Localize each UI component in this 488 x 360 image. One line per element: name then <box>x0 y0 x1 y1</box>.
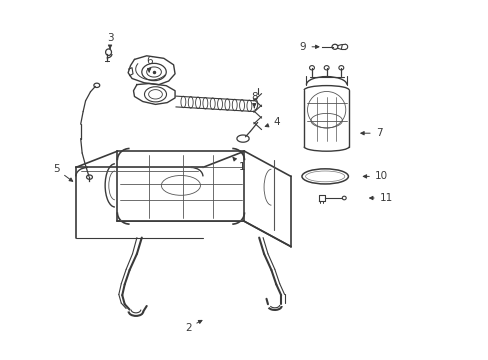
Text: 7: 7 <box>360 128 382 138</box>
Text: 2: 2 <box>184 320 202 333</box>
Text: 8: 8 <box>250 92 257 108</box>
Text: 11: 11 <box>369 193 392 203</box>
Text: 4: 4 <box>264 117 279 127</box>
Text: 1: 1 <box>232 157 245 172</box>
Text: 9: 9 <box>299 42 318 52</box>
Text: 10: 10 <box>363 171 387 181</box>
Text: 3: 3 <box>106 33 113 49</box>
Text: 5: 5 <box>53 164 73 181</box>
Text: 6: 6 <box>145 56 152 72</box>
